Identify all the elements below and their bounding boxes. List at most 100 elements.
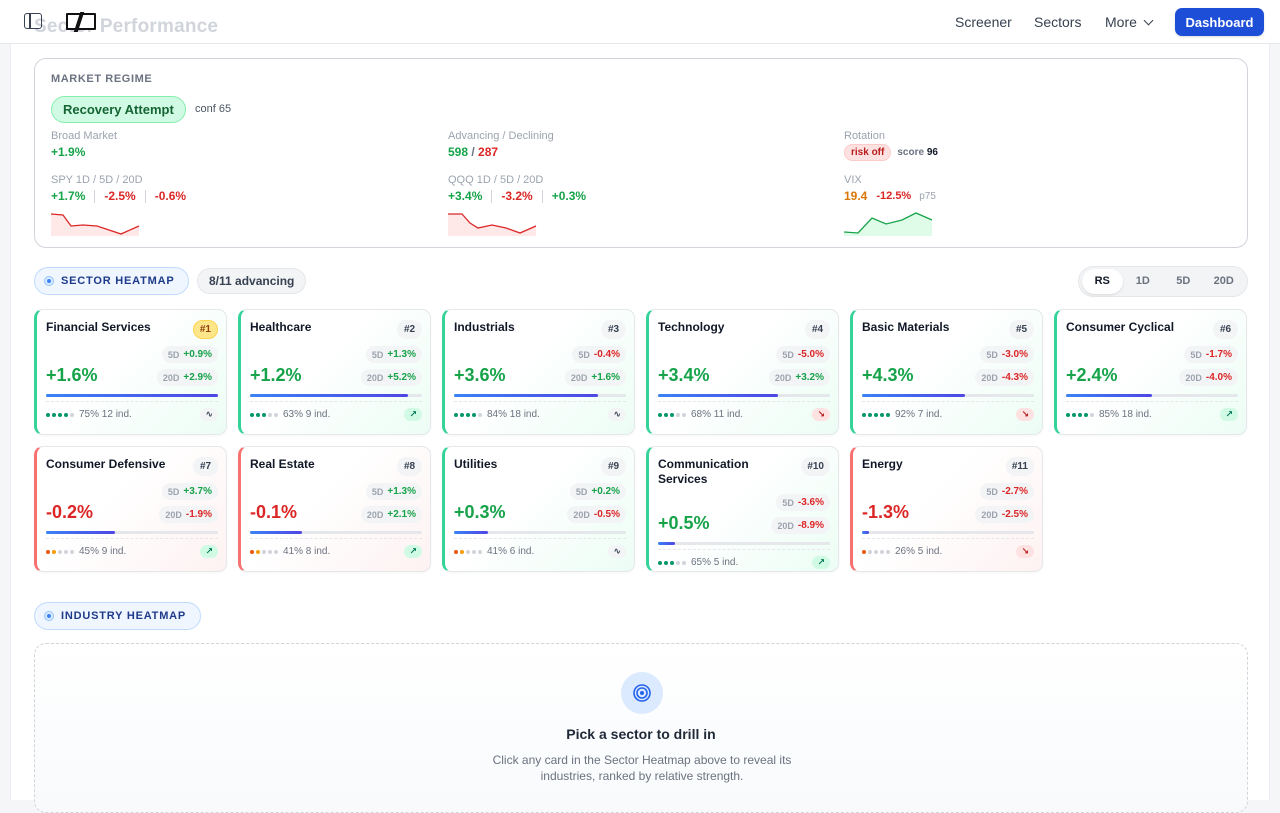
sector-5d: -2.7%	[1001, 486, 1028, 497]
sector-20d: -4.3%	[1001, 372, 1028, 383]
breadth-dot	[862, 549, 866, 554]
app-logo[interactable]	[66, 13, 96, 30]
sector-20d: -8.9%	[797, 520, 824, 531]
sector-card[interactable]: Healthcare #2 5D +1.3% 20D +5.2% +1.2% 63% 9 in…	[238, 309, 431, 435]
spy-returns: SPY 1D / 5D / 20D +1.7% -2.5% -0.6%	[51, 174, 186, 203]
sector-20d: -2.5%	[1001, 509, 1028, 520]
breadth-dot	[250, 412, 254, 417]
sector-footer: 63% 9 ind. ↗	[250, 401, 422, 421]
sidebar-toggle-icon[interactable]	[24, 13, 42, 29]
strength-bar	[454, 394, 626, 397]
chip-5d: 5D -3.0%	[980, 346, 1034, 363]
breadth-dot	[52, 549, 56, 554]
breadth-dot	[52, 412, 56, 417]
breadth-dot	[478, 549, 482, 554]
strength-bar-fill	[862, 531, 869, 534]
breadth-dot	[256, 549, 260, 554]
sector-industry-count: 11 ind.	[713, 409, 744, 420]
regime-label: MARKET REGIME	[51, 73, 153, 85]
sector-industry-count: 12 ind.	[101, 409, 132, 420]
tab-1d[interactable]: 1D	[1135, 275, 1150, 287]
main-content: MARKET REGIME Recovery Attempt conf 65 B…	[10, 44, 1270, 813]
spy-label: SPY 1D / 5D / 20D	[51, 174, 143, 186]
breadth-dot	[886, 549, 890, 554]
target-icon	[621, 672, 663, 714]
breadth-dots	[658, 560, 686, 565]
sector-breadth: 45%	[79, 546, 100, 557]
empty-state-description: Click any card in the Sector Heatmap abo…	[492, 753, 792, 783]
qqq-20d: +0.3%	[551, 189, 587, 203]
adv-dec-separator: /	[468, 145, 479, 159]
sector-card[interactable]: Industrials #3 5D -0.4% 20D +1.6% +3.6% 84% 18 …	[442, 309, 635, 435]
section-dot-icon	[45, 612, 53, 620]
sector-card[interactable]: Consumer Defensive #7 5D +3.7% 20D -1.9% -0.2%…	[34, 446, 227, 572]
sector-breadth: 84%	[487, 409, 508, 420]
sector-card[interactable]: Energy #11 5D -2.7% 20D -2.5% -1.3% 26% 5 ind. ↘	[850, 446, 1043, 572]
qqq-label: QQQ 1D / 5D / 20D	[448, 174, 544, 186]
tab-rs[interactable]: RS	[1082, 269, 1123, 294]
section-dot-icon	[45, 277, 53, 285]
dashboard-button[interactable]: Dashboard	[1175, 8, 1264, 36]
industry-heatmap-header: INDUSTRY HEATMAP	[34, 602, 202, 630]
nav-screener[interactable]: Screener	[955, 14, 1012, 30]
chip-20d: 20D -2.5%	[975, 506, 1034, 523]
spy-20d: -0.6%	[154, 189, 187, 203]
breadth-dot	[466, 412, 470, 417]
sector-5d: +3.7%	[183, 486, 212, 497]
sector-card[interactable]: Basic Materials #5 5D -3.0% 20D -4.3% +4.3% 92%…	[850, 309, 1043, 435]
breadth-dot	[454, 412, 458, 417]
sector-change: +3.4%	[658, 365, 710, 385]
advancing-count: 598	[448, 145, 469, 159]
sector-name: Energy	[862, 457, 903, 471]
sector-change: -0.2%	[46, 502, 94, 522]
tab-20d[interactable]: 20D	[1213, 275, 1234, 287]
sector-name: Healthcare	[250, 320, 312, 334]
tab-5d[interactable]: 5D	[1176, 275, 1191, 287]
chip-20d: 20D +3.2%	[768, 369, 830, 386]
market-regime-panel: MARKET REGIME Recovery Attempt conf 65 B…	[34, 58, 1248, 248]
sector-card[interactable]: Consumer Cyclical #6 5D -1.7% 20D -4.0% +2.4% 8…	[1054, 309, 1247, 435]
strength-bar	[862, 531, 1034, 534]
breadth-dot	[70, 549, 74, 554]
strength-bar	[1066, 394, 1238, 397]
trend-up-icon: ↗	[404, 408, 422, 421]
sector-card[interactable]: Utilities #9 5D +0.2% 20D -0.5% +0.3% 41% 6 ind…	[442, 446, 635, 572]
breadth-dots	[46, 412, 74, 417]
trend-down-icon: ↘	[812, 408, 830, 421]
breadth-dot	[64, 412, 68, 417]
page-title: Sector Performance	[34, 16, 219, 37]
sector-card[interactable]: Communication Services #10 5D -3.6% 20D -8.9%…	[646, 446, 839, 572]
breadth-dot	[256, 412, 260, 417]
breadth-dot	[880, 549, 884, 554]
strength-bar-fill	[250, 531, 302, 534]
nav-sectors[interactable]: Sectors	[1034, 14, 1082, 30]
spy-sparkline	[51, 213, 140, 236]
sector-name: Consumer Defensive	[46, 457, 166, 471]
sector-footer: 85% 18 ind. ↗	[1066, 401, 1238, 421]
sector-change: +0.5%	[658, 513, 710, 533]
breadth-dot	[868, 549, 872, 554]
sector-change: -0.1%	[250, 502, 298, 522]
strength-bar	[658, 542, 830, 545]
breadth-dots	[862, 549, 890, 554]
sector-breadth: 92%	[895, 409, 916, 420]
breadth-dot	[268, 549, 272, 554]
sector-industry-count: 7 ind.	[917, 409, 943, 420]
vix-percentile: p75	[919, 190, 936, 202]
sector-card[interactable]: Technology #4 5D -5.0% 20D +3.2% +3.4% 68% 11 i…	[646, 309, 839, 435]
sector-footer: 41% 6 ind. ∿	[454, 538, 626, 558]
sector-card[interactable]: Financial Services #1 5D +0.9% 20D +2.9% +1.6%…	[34, 309, 227, 435]
broad-market-label: Broad Market	[51, 130, 118, 142]
advancing-declining-metric: Advancing / Declining 598 / 287 QQQ 1D /…	[448, 130, 828, 236]
breadth-dot	[262, 412, 266, 417]
industry-heatmap-title: INDUSTRY HEATMAP	[61, 610, 187, 622]
sector-breadth: 63%	[283, 409, 304, 420]
breadth-dots	[250, 412, 278, 417]
nav-more[interactable]: More	[1105, 14, 1154, 30]
sector-5d: +1.3%	[387, 349, 416, 360]
sector-industry-count: 18 ind.	[509, 409, 540, 420]
sector-footer: 92% 7 ind. ↘	[862, 401, 1034, 421]
strength-bar	[46, 394, 218, 397]
sector-card[interactable]: Real Estate #8 5D +1.3% 20D +2.1% -0.1% 41% 8 i…	[238, 446, 431, 572]
chip-5d: 5D -0.4%	[572, 346, 626, 363]
